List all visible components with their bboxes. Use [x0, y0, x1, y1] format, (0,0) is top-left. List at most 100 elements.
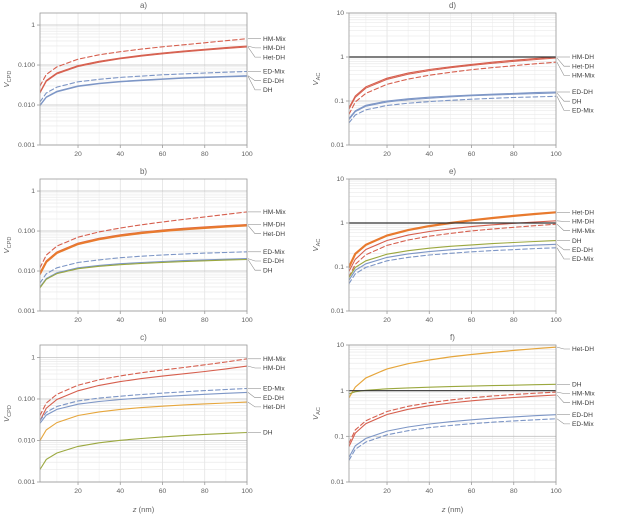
series-label-ED-Mix: ED-Mix [263, 386, 285, 393]
x-tick-label: 60 [468, 488, 476, 495]
series-label-HM-Mix: HM-Mix [263, 356, 286, 363]
y-axis-label: VAC [311, 407, 322, 420]
subplot-a: 20 40 60 80 100 0.001 0.010 0.100 1 a) VCPD HM-Mix H… [2, 1, 286, 158]
series-Het-DH [349, 57, 556, 110]
plot-frame [348, 178, 557, 312]
series-HM-DH [349, 394, 556, 448]
gridlines [40, 12, 248, 146]
x-tick-label: 60 [159, 488, 167, 495]
subplot-e: 20 40 60 80 100 0.01 0.1 1 10 e) VAC Het-DH HM-DH HM-… [311, 167, 595, 324]
gridlines [349, 178, 557, 312]
series-label-DH: DH [263, 267, 273, 274]
plot-frame [39, 344, 248, 483]
series-label-HM-Mix: HM-Mix [263, 209, 286, 216]
x-tick-label: 100 [241, 317, 253, 324]
series-group [349, 56, 556, 124]
series-HM-DH [40, 365, 247, 422]
gridlines [40, 178, 248, 312]
y-tick-label: 0.01 [331, 142, 344, 149]
label-leader-line [556, 418, 570, 425]
label-leader-line [247, 259, 261, 271]
series-label-ED-Mix: ED-Mix [263, 249, 285, 256]
series-ED-DH [349, 414, 556, 458]
series-label-HM-DH: HM-DH [263, 365, 285, 372]
series-label-Het-DH: Het-DH [572, 346, 594, 353]
series-label-DH: DH [263, 430, 273, 437]
label-leader-line [556, 223, 570, 231]
label-leader-line [247, 225, 261, 234]
series-label-HM-DH: HM-DH [572, 219, 594, 226]
x-tick-label: 40 [425, 317, 433, 324]
series-Het-DH [40, 401, 247, 442]
series-Het-DH [40, 46, 247, 94]
series-Het-DH [40, 224, 247, 275]
subplot-c: 20 40 60 80 100 0.001 0.010 0.100 1 c) VCPD z (nm) H… [2, 333, 286, 514]
series-label-ED-Mix: ED-Mix [572, 256, 594, 263]
series-label-HM-DH: HM-DH [572, 54, 594, 61]
plot-frame [39, 12, 248, 146]
y-tick-label: 0.1 [335, 434, 345, 441]
y-tick-label: 0.010 [18, 268, 35, 275]
label-leader-line [247, 365, 261, 369]
series-label-DH: DH [572, 238, 582, 245]
x-tick-label: 40 [116, 151, 124, 158]
y-tick-label: 10 [336, 176, 344, 183]
x-tick-label: 80 [510, 488, 518, 495]
label-leader-line [556, 244, 570, 251]
series-label-HM-DH: HM-DH [263, 45, 285, 52]
series-label-ED-DH: ED-DH [572, 89, 593, 96]
y-axis-label: VAC [311, 73, 322, 86]
x-tick-label: 80 [510, 317, 518, 324]
label-leader-line [247, 392, 261, 398]
y-tick-label: 0.001 [18, 308, 35, 315]
gridlines [349, 344, 557, 483]
series-group [40, 211, 247, 289]
series-ED-Mix [40, 251, 247, 284]
series-label-HM-DH: HM-DH [572, 400, 594, 407]
y-tick-label: 1 [340, 388, 344, 395]
series-ED-Mix [40, 70, 247, 103]
series-label-Het-DH: Het-DH [263, 231, 285, 238]
series-label-ED-DH: ED-DH [572, 247, 593, 254]
x-tick-label: 60 [468, 317, 476, 324]
x-tick-label: 40 [425, 488, 433, 495]
subplot-b: 20 40 60 80 100 0.001 0.010 0.100 1 b) VCPD HM-Mix H… [2, 167, 286, 324]
plot-title: a) [140, 1, 147, 10]
y-axis-label: VCPD [2, 71, 13, 88]
series-ED-Mix [349, 418, 556, 461]
series-ED-Mix [349, 247, 556, 285]
series-HM-Mix [349, 61, 556, 115]
series-label-ED-DH: ED-DH [263, 78, 284, 85]
series-HM-Mix [349, 391, 556, 444]
label-leader-line [556, 220, 570, 222]
series-label-Het-DH: Het-DH [572, 210, 594, 217]
label-leader-line [556, 346, 570, 350]
x-tick-label: 40 [425, 151, 433, 158]
series-label-HM-Mix: HM-Mix [263, 36, 286, 43]
label-leader-line [556, 394, 570, 403]
x-tick-label: 40 [116, 317, 124, 324]
series-label-DH: DH [572, 98, 582, 105]
series-label-ED-Mix: ED-Mix [572, 421, 594, 428]
label-leader-line [556, 62, 570, 76]
x-tick-label: 80 [510, 151, 518, 158]
series-ED-DH [349, 243, 556, 281]
label-leader-line [247, 258, 261, 262]
x-tick-label: 80 [201, 151, 209, 158]
series-HM-DH [40, 45, 247, 93]
y-tick-label: 0.1 [335, 98, 345, 105]
x-tick-label: 100 [241, 151, 253, 158]
series-DH [40, 431, 247, 471]
y-tick-label: 0.1 [335, 264, 345, 271]
x-tick-label: 60 [468, 151, 476, 158]
series-group [40, 358, 247, 471]
series-DH [40, 258, 247, 289]
series-label-Het-DH: Het-DH [263, 404, 285, 411]
label-leader-line [556, 96, 570, 111]
series-label-Het-DH: Het-DH [263, 54, 285, 61]
series-label-Het-DH: Het-DH [572, 63, 594, 70]
series-label-HM-DH: HM-DH [263, 222, 285, 229]
series-label-ED-Mix: ED-Mix [572, 108, 594, 115]
series-ED-Mix [349, 95, 556, 124]
